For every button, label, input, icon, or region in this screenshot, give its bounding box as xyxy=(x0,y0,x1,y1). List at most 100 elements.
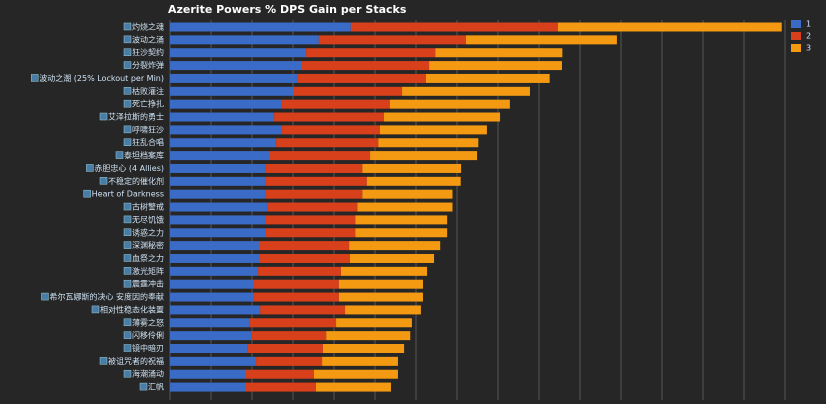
bar-segment xyxy=(435,48,563,58)
legend-swatch xyxy=(791,20,801,28)
bar-segment xyxy=(379,125,487,135)
icon xyxy=(123,228,132,237)
icon xyxy=(123,48,132,56)
bar-segment xyxy=(170,48,307,58)
bar-segment xyxy=(370,151,478,161)
icon xyxy=(123,202,132,211)
bar-segment xyxy=(293,86,403,96)
bar-segment xyxy=(258,241,350,251)
bar-segment xyxy=(170,253,259,263)
bar-segment xyxy=(170,86,293,96)
bar-segment xyxy=(355,228,448,238)
bar-segment xyxy=(170,202,268,212)
bar-segment xyxy=(366,176,461,186)
legend-label: 2 xyxy=(806,32,811,41)
icon xyxy=(31,74,39,82)
bar-segment xyxy=(429,61,562,71)
bar-segment xyxy=(276,138,379,148)
bar-segment xyxy=(170,189,266,199)
icon xyxy=(115,151,124,159)
icon xyxy=(123,125,132,134)
bar-segment xyxy=(170,331,252,341)
bar-segment xyxy=(258,253,350,263)
bar-segment xyxy=(265,176,367,186)
y-tick-label: 深渊秘密 xyxy=(132,240,164,250)
bar-segment xyxy=(338,279,423,289)
legend-swatch xyxy=(791,44,801,52)
bar-segment xyxy=(349,253,435,263)
bar-segment xyxy=(336,318,412,328)
bar-segment xyxy=(247,344,323,353)
bar-segment xyxy=(254,279,339,289)
icon xyxy=(123,22,132,31)
bar-segment xyxy=(170,215,266,225)
y-tick-label: 死亡挣扎 xyxy=(132,99,164,109)
y-tick-label: 诱惑之力 xyxy=(132,227,164,237)
icon xyxy=(123,267,132,275)
legend-swatch xyxy=(791,32,801,40)
y-tick-label: 分裂炸弹 xyxy=(132,60,164,70)
bar-segment xyxy=(170,73,298,83)
y-tick-label: 泰坦档案库 xyxy=(124,150,164,160)
bar-segment xyxy=(378,138,479,148)
y-tick-label: 枯败灌注 xyxy=(132,86,164,96)
bar-segment xyxy=(306,48,436,58)
bar-segment xyxy=(170,318,250,328)
icon xyxy=(123,318,132,327)
icon xyxy=(83,189,91,198)
bar-segment xyxy=(170,382,246,392)
bar-segment xyxy=(281,125,380,135)
bar-segment xyxy=(389,99,510,109)
legend-label: 1 xyxy=(806,20,811,29)
bar-segment xyxy=(245,369,314,379)
bar-segment xyxy=(345,305,421,315)
bar-segment xyxy=(260,305,346,315)
bar-segment xyxy=(384,112,501,122)
y-tick-label: 镜中暗刃 xyxy=(132,343,164,353)
icon xyxy=(123,279,132,288)
icon xyxy=(123,99,132,108)
bar-segment xyxy=(265,215,356,225)
bar-segment xyxy=(249,318,337,328)
bar-segment xyxy=(297,73,426,83)
bar-segment xyxy=(170,369,246,379)
bar-segment xyxy=(170,292,255,302)
icon xyxy=(123,87,132,95)
bar-segment xyxy=(267,202,358,212)
bar-segment xyxy=(466,35,617,45)
bar-segment xyxy=(258,266,341,276)
bar-segment xyxy=(170,35,319,45)
y-tick-label: 狂沙契约 xyxy=(132,47,164,57)
icon xyxy=(123,369,132,378)
icon xyxy=(123,254,132,262)
bar-segment xyxy=(170,176,266,186)
icon xyxy=(123,35,132,44)
bar-segment xyxy=(349,241,441,251)
icon xyxy=(99,357,108,365)
bar-segment xyxy=(170,151,271,161)
bar-segment xyxy=(270,151,371,161)
y-tick-label: 波动之涌 xyxy=(132,34,164,44)
icon xyxy=(99,112,108,121)
y-tick-label: 灼烧之魂 xyxy=(132,22,164,32)
bar-segment xyxy=(315,382,391,392)
bar-segment xyxy=(338,292,423,302)
y-tick-label: 激光矩阵 xyxy=(132,266,164,276)
bar-segment xyxy=(350,22,558,32)
icon xyxy=(91,305,100,314)
bar-segment xyxy=(256,356,323,366)
icon xyxy=(139,382,148,391)
icon xyxy=(123,215,132,224)
bar-segment xyxy=(265,163,363,173)
bar-segment xyxy=(170,279,255,289)
bar-segment xyxy=(245,382,316,392)
bar-segment xyxy=(302,61,430,71)
bar-segment xyxy=(170,344,248,353)
bar-segment xyxy=(254,292,339,302)
bar-segment xyxy=(322,344,405,353)
y-tick-label: Heart of Darkness xyxy=(92,190,164,199)
y-tick-label: 狂乱合唱 xyxy=(132,137,164,147)
icon xyxy=(123,138,132,146)
bar-segment xyxy=(170,125,282,135)
bar-segment xyxy=(170,22,351,32)
